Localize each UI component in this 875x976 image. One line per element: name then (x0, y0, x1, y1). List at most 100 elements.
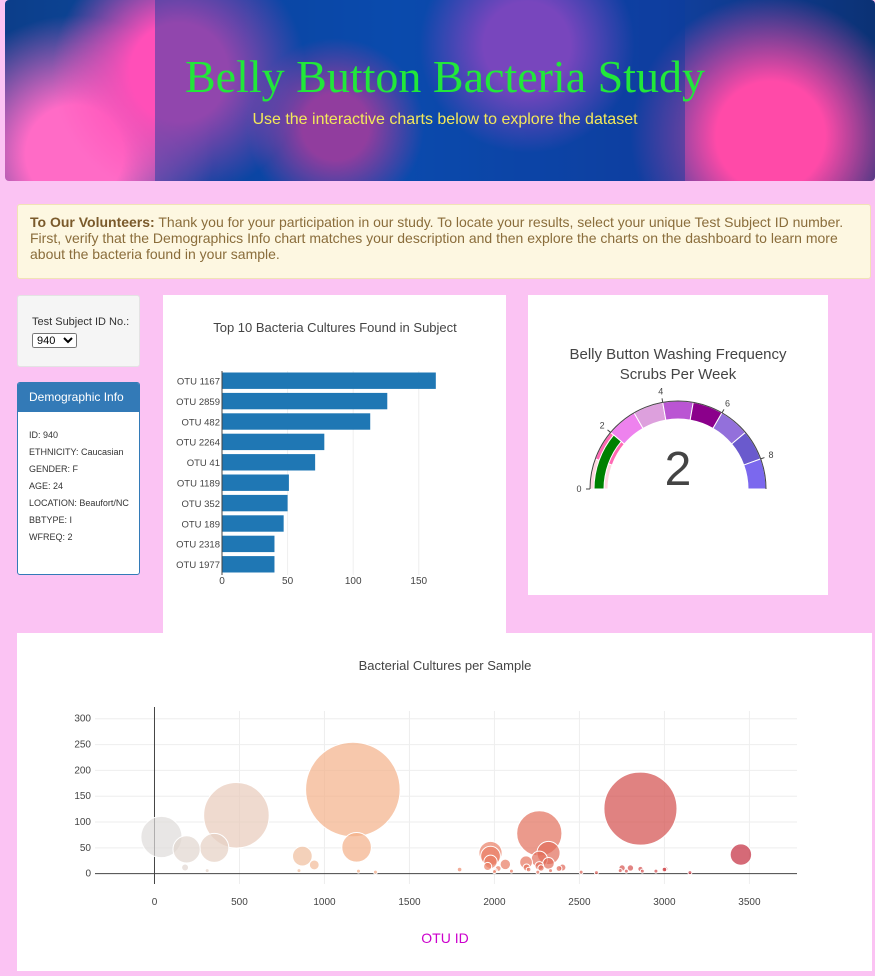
demo-wfreq: WFREQ: 2 (29, 532, 73, 542)
bar-chart-panel: Top 10 Bacteria Cultures Found in Subjec… (163, 295, 506, 633)
notice-text: Thank you for your participation in our … (30, 214, 844, 262)
bubble (687, 870, 693, 876)
bubble-x-tick-label: 1500 (398, 897, 421, 908)
bubble-y-tick-label: 50 (80, 843, 92, 854)
bubble (626, 864, 635, 872)
bar (222, 454, 316, 471)
bubble-y-tick-label: 0 (85, 869, 91, 880)
gauge-step (662, 400, 694, 421)
gauge-tick-label: 4 (658, 387, 663, 397)
gauge-tick-label: 8 (769, 450, 774, 460)
bubble-x-tick-label: 2000 (483, 897, 506, 908)
gauge-tick-label: 6 (725, 398, 730, 408)
gauge-tick (760, 457, 765, 460)
bubble-chart: Bacterial Cultures per Sample OTU ID 0 50… (74, 658, 797, 946)
bar-y-tick-label: OTU 1167 (177, 377, 220, 388)
demo-location: LOCATION: Beaufort/NC (29, 498, 129, 508)
bar-y-tick-label: OTU 2859 (176, 397, 220, 408)
bubble (603, 771, 678, 846)
bubble-y-tick-label: 200 (74, 765, 91, 776)
bubble-x-axis-title: OTU ID (421, 930, 468, 946)
demographic-info-body: ID: 940 ETHNICITY: Caucasian GENDER: F A… (18, 412, 139, 542)
gauge-subtitle: Scrubs Per Week (620, 366, 737, 383)
bubble-y-tick-label: 250 (74, 740, 91, 751)
gauge-chart: Belly Button Washing Frequency Scrubs Pe… (569, 346, 787, 496)
gauge-tick (721, 409, 725, 414)
bubble (292, 845, 313, 867)
bubble-x-tick-label: 3500 (738, 897, 761, 908)
bubble (181, 863, 190, 872)
bubble (593, 870, 599, 876)
bar (222, 515, 284, 532)
bubble (617, 868, 623, 874)
demo-ethnicity: ETHNICITY: Caucasian (29, 447, 124, 457)
bubble (372, 869, 378, 875)
notice-heading: To Our Volunteers: (30, 214, 155, 230)
bubble (172, 835, 201, 864)
bubble-y-tick-label: 300 (74, 714, 91, 725)
demo-age: AGE: 24 (29, 481, 64, 491)
bubble (578, 869, 584, 875)
bubble-chart-title: Bacterial Cultures per Sample (359, 658, 532, 673)
bar-chart-title: Top 10 Bacteria Cultures Found in Subjec… (213, 320, 457, 335)
bubble-y-tick-label: 100 (74, 817, 91, 828)
bar-x-tick-label: 50 (282, 576, 294, 587)
bubble-y-tick-label: 150 (74, 791, 91, 802)
gauge-tick-label: 2 (600, 420, 605, 430)
bar (222, 535, 275, 553)
bubble (548, 868, 554, 874)
demo-gender: GENDER: F (29, 464, 79, 474)
bubble (729, 843, 753, 866)
gauge-chart-panel: Belly Button Washing Frequency Scrubs Pe… (528, 295, 828, 595)
bar-y-tick-label: OTU 189 (181, 519, 220, 530)
bubble (525, 866, 532, 873)
subject-id-select[interactable]: 940 (32, 333, 77, 348)
bar-x-tick-label: 150 (410, 576, 427, 587)
page-subtitle: Use the interactive charts below to expl… (252, 111, 638, 128)
bar-y-tick-label: OTU 2264 (176, 438, 220, 449)
bubble (355, 868, 361, 874)
gauge-value: 2 (665, 443, 692, 496)
bar-y-tick-label: OTU 482 (181, 417, 220, 428)
bubble (639, 868, 645, 874)
bubble (341, 832, 372, 863)
page-title: Belly Button Bacteria Study (185, 51, 705, 102)
bar-y-tick-label: OTU 1977 (176, 560, 220, 571)
bubble (305, 741, 401, 838)
bubble (491, 869, 497, 875)
gauge-outline (589, 400, 767, 490)
bubble (308, 859, 320, 871)
bubble-x-tick-label: 0 (152, 897, 158, 908)
demographic-info-title: Demographic Info (18, 383, 139, 412)
demographic-info-panel: Demographic Info ID: 940 ETHNICITY: Cauc… (17, 382, 140, 575)
volunteer-notice: To Our Volunteers: Thank you for your pa… (17, 204, 871, 279)
bar-chart: Top 10 Bacteria Cultures Found in Subjec… (176, 320, 457, 587)
bubble (296, 868, 302, 874)
bubble-x-tick-label: 500 (231, 897, 248, 908)
bar-x-tick-label: 100 (345, 576, 362, 587)
bubble-chart-panel: Bacterial Cultures per Sample OTU ID 0 50… (17, 633, 872, 971)
gauge-tick-label: 0 (576, 484, 581, 494)
bar (222, 372, 436, 389)
demo-id: ID: 940 (29, 430, 59, 440)
gauge-tick (661, 398, 664, 403)
bubble (203, 782, 270, 849)
subject-selector-panel: Test Subject ID No.: 940 (17, 295, 140, 367)
bar (222, 494, 288, 512)
bubble (483, 861, 493, 872)
bubble (199, 832, 230, 863)
demo-bbtype: BBTYPE: I (29, 515, 73, 525)
bar-y-tick-label: OTU 2318 (176, 540, 220, 551)
bar (222, 556, 275, 573)
bubble (623, 868, 629, 874)
bar-y-tick-label: OTU 41 (187, 458, 220, 469)
bar (222, 392, 388, 410)
bubble (653, 868, 659, 874)
subject-selector-label: Test Subject ID No.: (32, 316, 130, 328)
bubble-x-tick-label: 2500 (568, 897, 591, 908)
bubble (661, 866, 668, 873)
bar-y-tick-label: OTU 1189 (177, 479, 220, 490)
gauge-value-bar (593, 434, 623, 490)
header-banner: Belly Button Bacteria Study Use the inte… (5, 0, 875, 181)
bubble (508, 868, 514, 874)
